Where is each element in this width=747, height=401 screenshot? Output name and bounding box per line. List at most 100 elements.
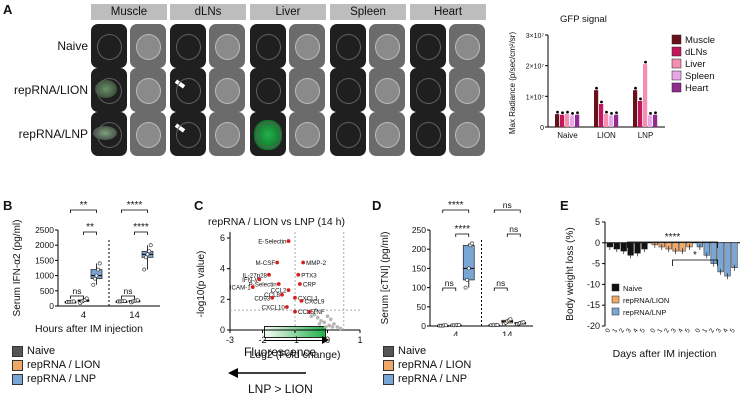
well-image (170, 112, 206, 156)
box-2 (462, 245, 475, 281)
y-tick-label: 0 (49, 301, 54, 311)
y-tick-label: 2×10⁷ (526, 64, 545, 71)
legend-swatch (383, 345, 394, 357)
bar-point (600, 100, 603, 104)
point-sig (297, 282, 302, 286)
data-point (97, 261, 102, 266)
point-label: ICAM-1 (230, 285, 252, 292)
well-image (289, 112, 325, 156)
well-image (250, 68, 286, 112)
point-sig (299, 298, 304, 303)
well-image (250, 24, 286, 68)
data-point (143, 255, 148, 260)
x-tick-label: 4 (81, 310, 86, 321)
y-axis-label: Serum [cTNI] (pg/ml) (380, 232, 391, 325)
panel-letter-a: A (3, 2, 13, 17)
point-label: CXCL10 (261, 305, 285, 312)
sig-bracket (506, 233, 521, 237)
bar-heart (614, 114, 619, 127)
data-point (495, 322, 500, 327)
colorbar-arrow-icon (322, 336, 329, 344)
data-point (91, 282, 96, 287)
well-image (289, 24, 325, 68)
y-tick-label: 0 (595, 238, 600, 248)
x-axis-label: Hours after IM injection (35, 323, 143, 335)
sig-label: ns (124, 286, 133, 296)
legend-item: repRNA / LION (12, 359, 100, 371)
bar-2 (710, 242, 717, 264)
x-tick-label: LION (597, 131, 616, 140)
y-tick-label: -15 (587, 300, 600, 310)
legend-label: repRNA/LION (623, 296, 669, 305)
well-image (209, 24, 245, 68)
y-axis-label: Max Radiance (p/sec/cm²/sr) (508, 32, 517, 135)
bar-liver (604, 114, 609, 127)
point-ns (314, 308, 318, 312)
well-image (91, 68, 127, 112)
x-tick-label: -3 (226, 335, 234, 345)
point-sig (286, 288, 291, 293)
well-image (170, 24, 206, 68)
legend-item: repRNA / LION (383, 359, 471, 371)
sig-label: **** (448, 200, 464, 211)
point-ns (315, 315, 320, 320)
bar-spleen (648, 115, 653, 127)
sig-bracket (70, 295, 84, 299)
well-image (449, 112, 485, 156)
data-point (93, 276, 97, 281)
legend-swatch-heart (671, 82, 682, 93)
data-point (96, 267, 101, 272)
x-tick-label: 4 (722, 327, 730, 334)
y-tick-label: 2000 (35, 240, 54, 250)
bar-point (649, 111, 652, 115)
data-point (508, 317, 513, 321)
sig-label: **** (454, 224, 470, 235)
data-point (463, 285, 468, 290)
data-point (142, 267, 147, 272)
sig-bracket (493, 287, 508, 291)
gfp-signal-spot (93, 126, 117, 140)
legend-swatch (383, 359, 394, 371)
legend-swatch (12, 359, 23, 371)
x-axis-label: Log2 (Fold change) (249, 349, 340, 361)
y-axis-label: Body weight loss (%) (565, 227, 576, 320)
legend-label-spleen: Spleen (685, 71, 715, 82)
x-tick-label: LNP (638, 131, 654, 140)
y-tick-label: 5 (595, 217, 600, 227)
legend-label: Naive (27, 345, 56, 357)
data-point (466, 266, 471, 271)
x-tick-label: 0 (325, 335, 330, 345)
point-sig (257, 277, 262, 282)
well-image (130, 24, 166, 68)
x-tick-label: 4 (453, 330, 458, 336)
x-tick-label: Naive (557, 131, 578, 140)
sig-bracket (442, 209, 470, 213)
x-tick-label: 5 (729, 327, 737, 334)
bar-point (561, 111, 564, 115)
y-tick-label: 2 (220, 294, 225, 304)
x-tick-label: 3 (715, 327, 723, 334)
chart-title: GFP signal (560, 14, 607, 25)
x-tick-label: 1 (357, 335, 362, 345)
panel-letter-d: D (372, 198, 382, 213)
point-ns (322, 320, 327, 325)
y-tick-label: 1500 (35, 255, 54, 265)
volcano-chart: repRNA / LION vs LNP (14 h) 0 2 4 6 -3 -2 -1 0 1 E… (196, 216, 363, 396)
bar-dlns (638, 100, 643, 127)
well-image (209, 68, 245, 112)
legend-item: repRNA / LNP (383, 373, 467, 385)
x-axis-label: Days after IM injection (613, 348, 717, 360)
data-point (465, 278, 470, 282)
legend-label: repRNA / LION (27, 359, 101, 371)
point-label: CCL2 (271, 288, 287, 295)
organ-header-liver: Liver (250, 4, 326, 20)
y-axis-label: -log10(p value) (196, 251, 207, 318)
point-label: M-CSF (256, 260, 276, 267)
bar-point (644, 60, 647, 64)
bar-point (610, 111, 613, 115)
point-ns (327, 323, 331, 328)
x-tick-label: -2 (258, 335, 266, 345)
x-tick-label: 2 (618, 327, 626, 334)
well-image (330, 112, 366, 156)
